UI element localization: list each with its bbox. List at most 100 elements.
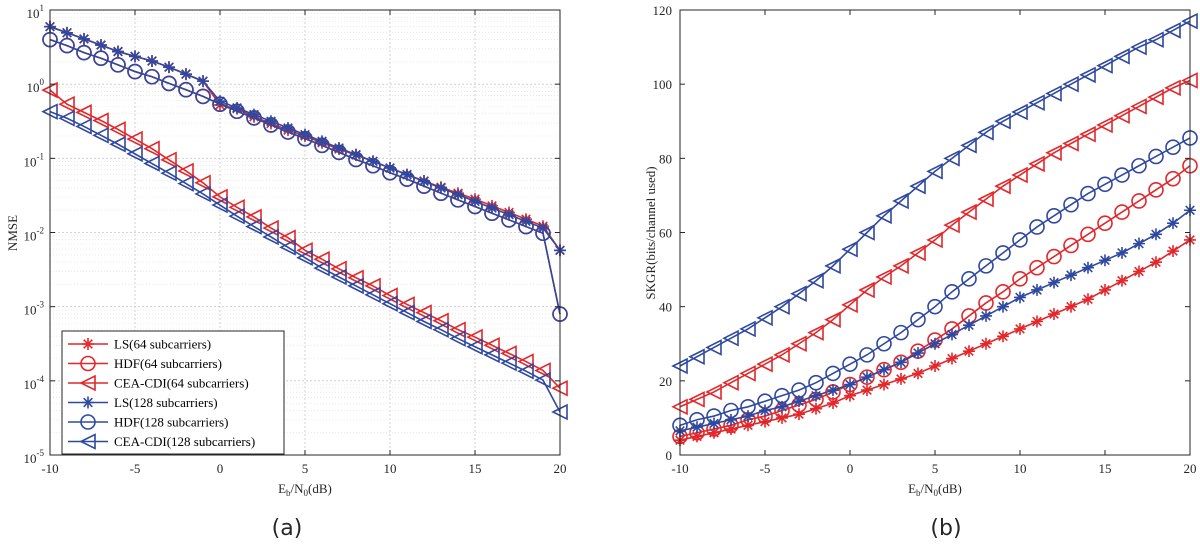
chart-a-x-axis-title: Eb/N0(dB): [278, 481, 332, 498]
data-point: [160, 151, 177, 169]
data-point: [790, 335, 807, 353]
data-point: [742, 419, 754, 432]
data-point: [126, 145, 143, 163]
y-tick-label: 20: [659, 374, 672, 389]
data-point: [1012, 271, 1028, 287]
y-tick-label: 60: [659, 226, 672, 241]
data-point: [486, 202, 498, 214]
data-point: [1045, 144, 1062, 162]
data-point: [517, 362, 534, 380]
series-line: [49, 38, 561, 315]
data-point: [1116, 274, 1128, 287]
chart-a-ticks: -10 -5 0 5 10 15 20 10-5 10-4 10-3 10-2 10-1 100 101: [24, 3, 567, 476]
data-point: [76, 44, 92, 61]
data-point: [297, 130, 313, 147]
data-point: [1099, 284, 1111, 296]
data-point: [1167, 245, 1179, 257]
data-point: [926, 231, 943, 249]
data-point: [1065, 269, 1077, 282]
data-point: [878, 378, 890, 391]
data-point: [1165, 170, 1181, 187]
data-point: [262, 228, 279, 246]
data-point: [1029, 219, 1045, 235]
chart-a-nmse: -10 -5 0 5 10 15 2010-510-410-310-210-1100101 …: [5, 3, 568, 541]
data-point: [757, 393, 773, 410]
data-point: [824, 257, 841, 275]
data-point: [861, 371, 873, 384]
data-point: [1131, 157, 1147, 174]
data-point: [331, 144, 347, 161]
data-point: [450, 192, 466, 208]
data-point: [978, 258, 994, 274]
data-point: [773, 346, 790, 364]
data-point: [997, 330, 1009, 343]
series-line: [679, 165, 1191, 438]
data-point: [725, 423, 737, 435]
data-point: [415, 313, 432, 330]
data-point: [347, 277, 364, 295]
legend-marker: [82, 396, 94, 409]
data-point: [449, 321, 466, 338]
data-point: [861, 384, 873, 397]
chart-a-caption: (a): [272, 516, 303, 541]
y-tick-label: 10-4: [24, 374, 45, 392]
data-point: [1164, 22, 1181, 39]
chart-a-legend: LS(64 subcarriers) HDF(64 subcarriers) CEA…: [61, 330, 285, 455]
data-point: [299, 128, 311, 141]
legend-marker: [82, 338, 94, 350]
data-point: [398, 296, 415, 313]
data-point: [910, 311, 926, 328]
data-point: [214, 95, 226, 108]
data-point: [776, 400, 788, 413]
data-point: [143, 155, 160, 172]
data-point: [912, 367, 924, 380]
data-point: [774, 387, 790, 404]
data-point: [892, 192, 909, 210]
data-point: [483, 336, 500, 354]
data-point: [1012, 232, 1028, 248]
data-point: [469, 195, 481, 208]
series-CEA-CDI(128 subcarriers): [41, 103, 568, 421]
data-point: [534, 371, 551, 389]
data-point: [1114, 167, 1130, 183]
data-point: [231, 101, 243, 114]
data-point: [265, 115, 277, 128]
data-point: [1131, 193, 1147, 209]
data-point: [58, 109, 75, 127]
data-point: [689, 411, 705, 428]
data-point: [78, 32, 90, 45]
data-point: [742, 410, 754, 423]
data-point: [195, 88, 211, 105]
data-point: [1031, 315, 1043, 328]
data-point: [961, 271, 977, 287]
legend-entry: LS(128 subcarriers): [68, 395, 218, 410]
series-line: [49, 110, 561, 413]
data-point: [1031, 284, 1043, 296]
chart-b-x-axis-title: Eb/N0(dB): [908, 481, 962, 498]
data-point: [825, 365, 841, 382]
legend-entry: HDF(128 subcarriers): [68, 414, 228, 430]
y-tick-label: 120: [653, 3, 673, 18]
data-point: [739, 320, 756, 338]
data-point: [893, 324, 909, 341]
data-point: [1147, 31, 1164, 48]
data-point: [1165, 139, 1181, 156]
data-point: [1130, 38, 1147, 56]
data-point: [401, 168, 413, 181]
data-point: [791, 382, 807, 398]
data-point: [520, 215, 532, 228]
y-tick-label: 100: [27, 77, 45, 95]
data-point: [432, 321, 449, 338]
data-point: [126, 130, 143, 148]
data-point: [314, 137, 330, 154]
data-point: [1048, 308, 1060, 321]
data-point: [842, 376, 858, 393]
data-point: [399, 171, 415, 187]
data-point: [163, 61, 175, 74]
series-LS(128 subcarriers): [44, 20, 566, 257]
data-point: [518, 218, 534, 235]
data-point: [844, 378, 856, 391]
data-point: [909, 177, 926, 195]
data-point: [875, 268, 892, 286]
